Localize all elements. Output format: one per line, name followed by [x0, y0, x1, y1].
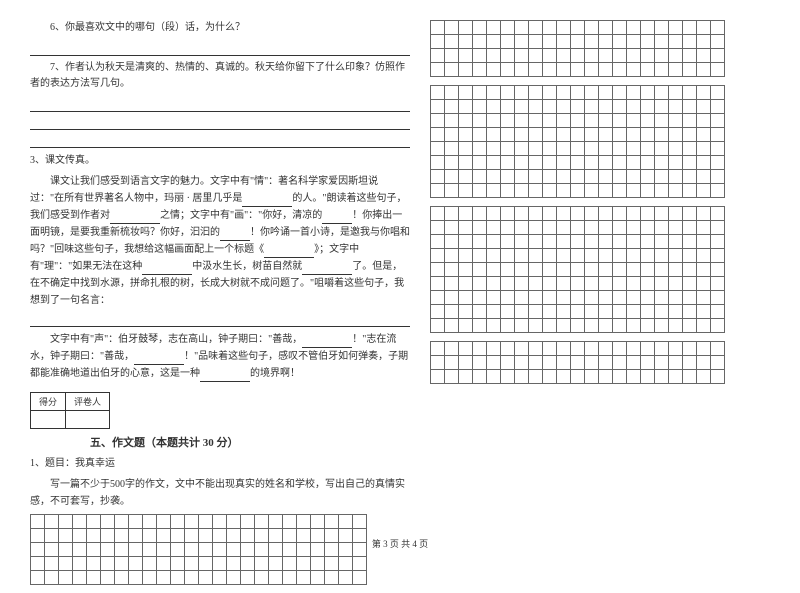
answer-line[interactable]	[30, 134, 410, 148]
essay-grid-block-2[interactable]	[430, 85, 750, 198]
question-7: 7、作者认为秋天是清爽的、热情的、真诚的。秋天给你留下了什么印象？仿照作者的表达…	[30, 60, 410, 92]
score-cell[interactable]	[31, 411, 66, 429]
passage-text-2: 文字中有"声"：伯牙鼓琴，志在高山，钟子期曰："善哉，！"志在流水，钟子期曰："…	[30, 331, 410, 382]
score-table: 得分 评卷人	[30, 392, 110, 429]
blank-fill[interactable]	[242, 195, 292, 207]
essay-grid-block-1[interactable]	[430, 20, 750, 77]
blank-fill[interactable]	[220, 229, 250, 241]
answer-line[interactable]	[30, 313, 410, 327]
grader-label: 评卷人	[66, 393, 110, 411]
essay-grid-block-4[interactable]	[430, 341, 750, 384]
blank-fill[interactable]	[302, 336, 352, 348]
blank-fill[interactable]	[142, 263, 192, 275]
essay-title: 1、题目：我真幸运	[30, 455, 410, 472]
blank-fill[interactable]	[264, 246, 314, 258]
score-label: 得分	[31, 393, 66, 411]
question-6: 6、你最喜欢文中的哪句（段）话，为什么？	[30, 20, 410, 36]
grader-cell[interactable]	[66, 411, 110, 429]
page-footer: 第 3 页 共 4 页	[0, 537, 800, 550]
essay-requirement: 写一篇不少于500字的作文，文中不能出现真实的姓名和学校，写出自己的真情实感，不…	[30, 476, 410, 510]
essay-grid-block-3[interactable]	[430, 206, 750, 333]
blank-fill[interactable]	[134, 353, 184, 365]
blank-fill[interactable]	[110, 212, 160, 224]
right-column	[430, 20, 750, 593]
blank-fill[interactable]	[200, 370, 250, 382]
blank-fill[interactable]	[322, 212, 352, 224]
passage-text: 课文让我们感受到语言文字的魅力。文字中有"情"：著名科学家爱因斯坦说过："在所有…	[30, 173, 410, 309]
question-3-title: 3、课文传真。	[30, 152, 410, 169]
text-segment: 文字中有"声"：伯牙鼓琴，志在高山，钟子期曰："善哉，	[50, 334, 302, 345]
answer-line[interactable]	[30, 98, 410, 112]
answer-line[interactable]	[30, 42, 410, 56]
text-segment: 之情；文字中有"画"："你好，清凉的	[160, 210, 322, 221]
blank-fill[interactable]	[302, 263, 352, 275]
answer-line[interactable]	[30, 116, 410, 130]
left-column: 6、你最喜欢文中的哪句（段）话，为什么？ 7、作者认为秋天是清爽的、热情的、真诚…	[30, 20, 410, 593]
section-5-title: 五、作文题（本题共计 30 分）	[90, 434, 410, 450]
text-segment: 中汲水生长，树苗自然就	[192, 261, 302, 272]
text-segment: 的境界啊！	[250, 368, 300, 379]
